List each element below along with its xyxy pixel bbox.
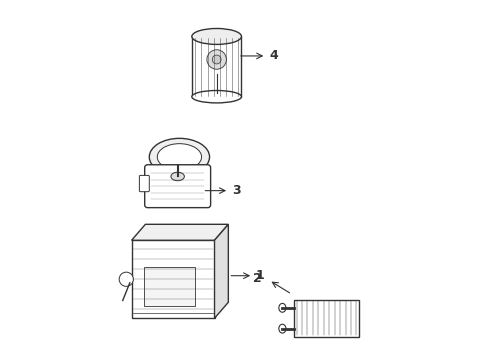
Polygon shape bbox=[215, 224, 228, 318]
FancyBboxPatch shape bbox=[139, 175, 149, 192]
FancyBboxPatch shape bbox=[192, 36, 242, 97]
Ellipse shape bbox=[212, 55, 221, 64]
Text: 3: 3 bbox=[232, 184, 241, 197]
Text: 4: 4 bbox=[270, 49, 278, 62]
Polygon shape bbox=[132, 224, 228, 240]
Ellipse shape bbox=[192, 90, 242, 103]
Circle shape bbox=[119, 272, 133, 286]
Ellipse shape bbox=[207, 50, 226, 69]
FancyBboxPatch shape bbox=[132, 240, 215, 318]
FancyBboxPatch shape bbox=[294, 300, 359, 337]
Ellipse shape bbox=[149, 138, 210, 176]
FancyBboxPatch shape bbox=[145, 165, 211, 208]
Ellipse shape bbox=[171, 172, 184, 181]
Text: 2: 2 bbox=[253, 272, 262, 285]
Ellipse shape bbox=[157, 144, 201, 170]
FancyBboxPatch shape bbox=[144, 267, 195, 306]
Text: 1: 1 bbox=[256, 269, 265, 282]
Ellipse shape bbox=[279, 324, 286, 333]
Ellipse shape bbox=[192, 28, 242, 44]
Ellipse shape bbox=[279, 303, 286, 312]
